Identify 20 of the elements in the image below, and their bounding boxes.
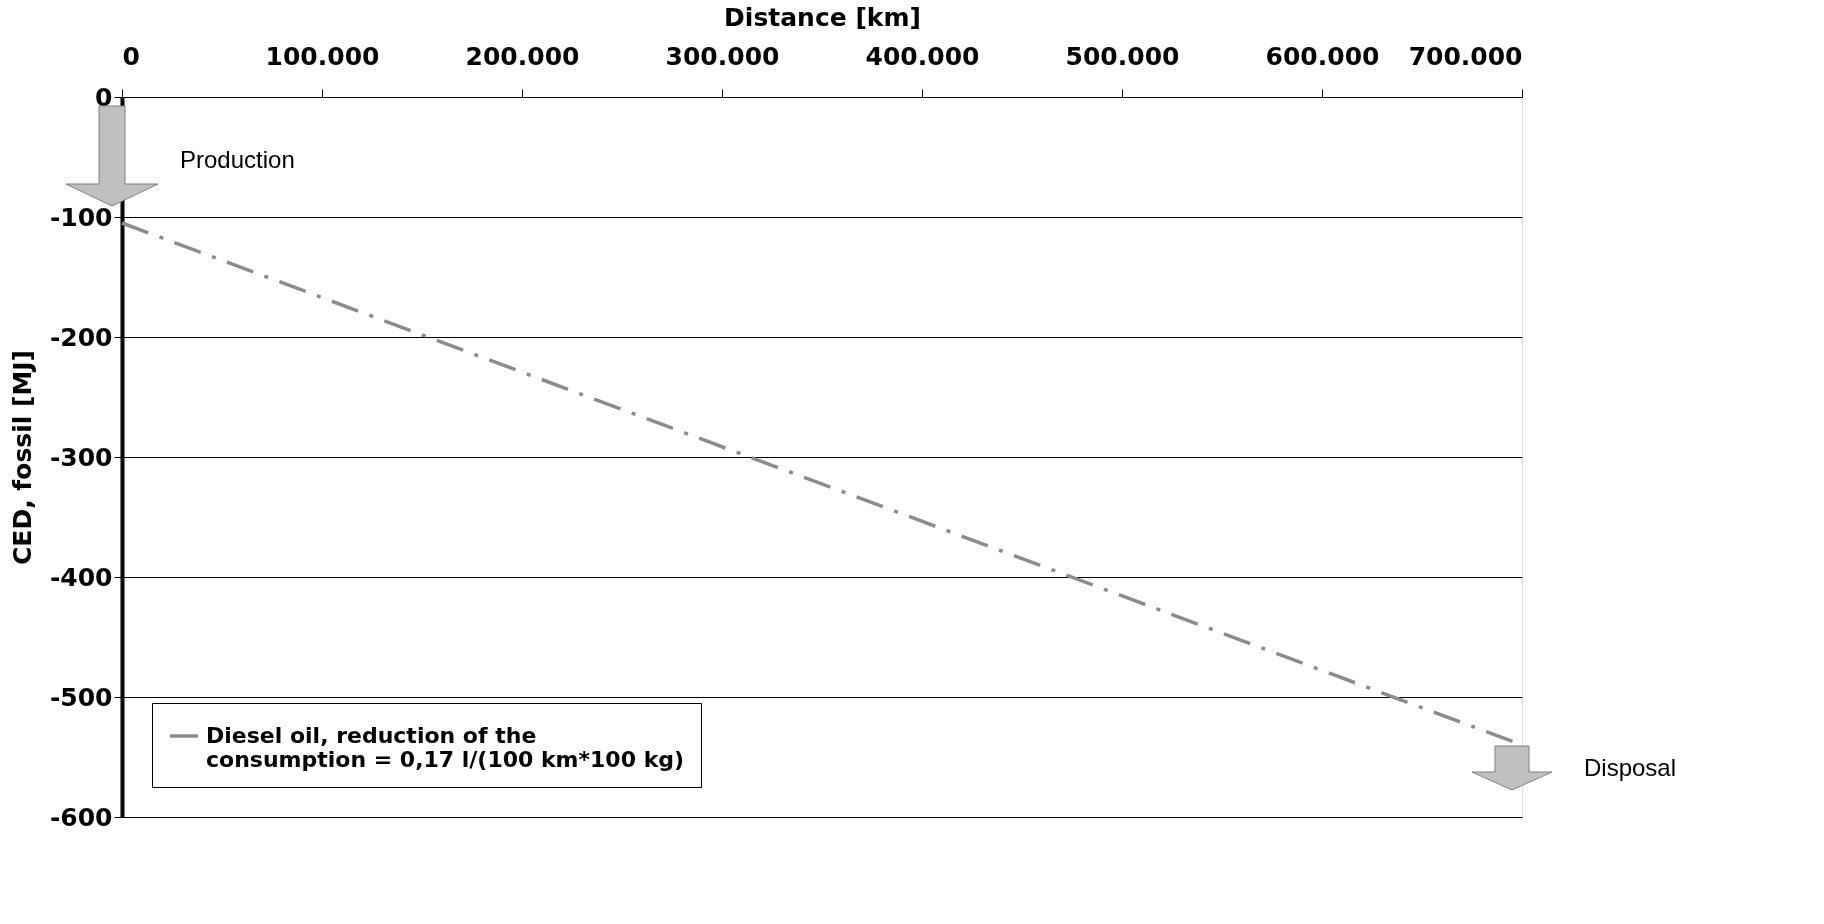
x-tick-label: 200.000	[465, 41, 580, 71]
x-tick-label: 0	[122, 41, 140, 71]
x-tick-label: 400.000	[865, 41, 980, 71]
x-tick-label: 700.000	[1408, 41, 1523, 71]
text: Disposal	[1584, 754, 1677, 781]
x-tick-label: 300.000	[665, 41, 780, 71]
x-tick-label: 600.000	[1265, 41, 1380, 71]
annotation: Production	[180, 146, 295, 173]
y-axis-title: CED, fossil [MJ]	[7, 349, 37, 566]
y-tick-label: -600	[49, 802, 113, 832]
y-tick-label: -500	[49, 682, 113, 712]
y-tick-label: 0	[95, 82, 113, 112]
y-tick-label: -300	[49, 442, 113, 472]
y-tick-label: -100	[49, 202, 113, 232]
legend-label: Diesel oil, reduction of the consumption = 0,17 l/(100 km*100 kg)	[206, 723, 685, 772]
x-axis-title: Distance [km]	[724, 2, 921, 32]
y-tick-label: -400	[49, 562, 113, 592]
x-tick-label: 100.000	[265, 41, 380, 71]
x-tick-label: 500.000	[1065, 41, 1180, 71]
y-tick-label: -200	[49, 322, 113, 352]
